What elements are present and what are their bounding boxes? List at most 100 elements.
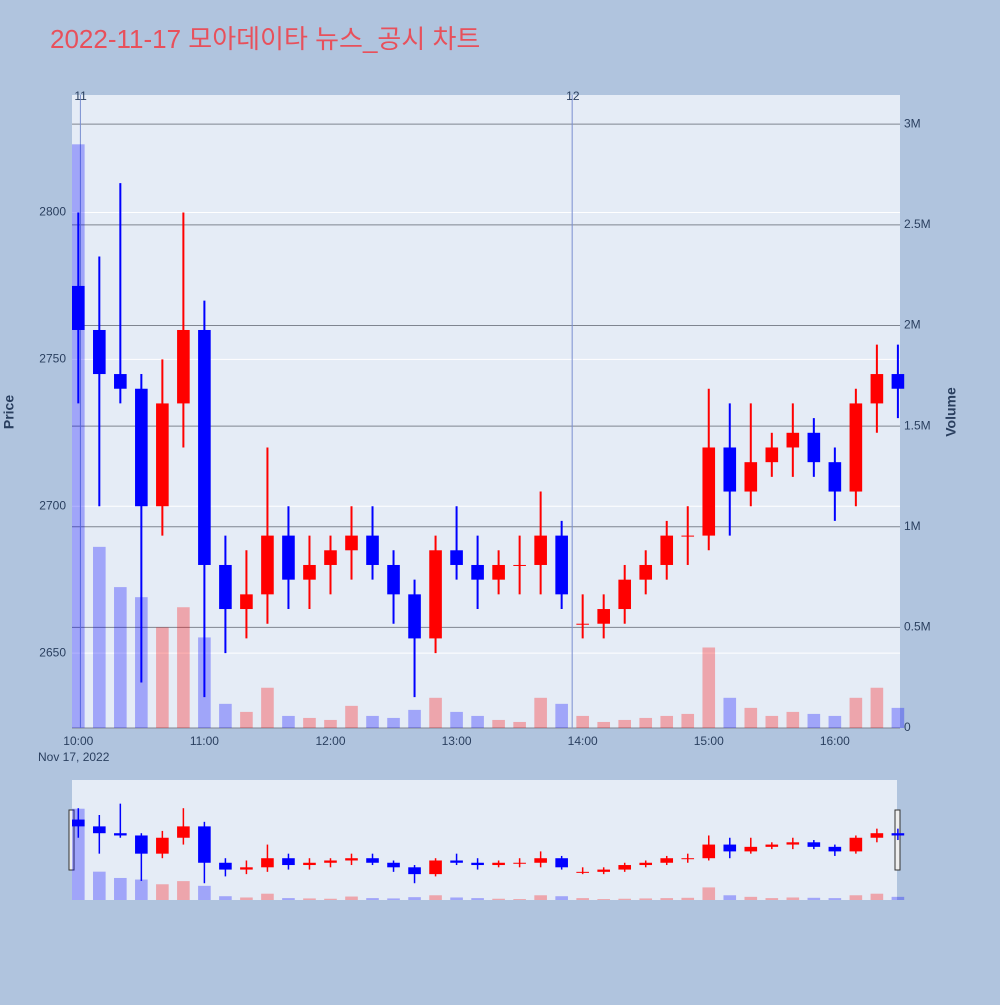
mini-volume-bar: [324, 898, 337, 900]
volume-bar: [660, 715, 674, 728]
candle-body: [93, 329, 106, 375]
mini-volume-bar: [135, 879, 148, 900]
volume-bar: [261, 687, 274, 728]
candle-body: [660, 535, 674, 565]
mini-volume-bar: [114, 877, 127, 900]
volume-bar: [345, 705, 358, 728]
candle-body: [198, 329, 211, 565]
mini-volume-bar: [282, 898, 295, 900]
candle-body: [597, 609, 610, 624]
volume-bar: [408, 709, 421, 728]
y2-tick-label: 3M: [904, 116, 921, 130]
candle-body: [807, 432, 821, 463]
mini-candle-body: [156, 837, 169, 854]
candle-body: [450, 550, 463, 565]
mini-volume-bar: [492, 898, 505, 900]
volume-bar: [513, 721, 526, 728]
candle-body: [534, 535, 547, 565]
mini-candle-body: [807, 842, 821, 847]
mini-volume-bar: [765, 898, 779, 900]
volume-bar: [891, 707, 905, 728]
mini-volume-bar: [576, 898, 589, 900]
mini-volume-bar: [828, 898, 842, 900]
mini-candle-body: [702, 844, 716, 859]
mini-volume-bar: [471, 898, 484, 900]
candle-body: [135, 388, 148, 507]
volume-bar: [828, 715, 842, 728]
mini-candle-body: [576, 871, 589, 873]
mini-volume-bar: [702, 887, 716, 900]
volume-bar: [450, 711, 463, 728]
mini-candle-body: [849, 837, 863, 852]
volume-bar: [366, 715, 379, 728]
mini-volume-bar: [534, 895, 547, 900]
volume-bar: [219, 703, 232, 728]
y2-tick-label: 1M: [904, 519, 921, 533]
candle-body: [240, 594, 253, 610]
y-tick-label: 2800: [39, 205, 66, 219]
candle-body: [765, 447, 779, 463]
volume-bar: [849, 697, 863, 728]
mini-candle-body: [261, 858, 274, 868]
mini-volume-bar: [240, 897, 253, 900]
mini-candle-body: [72, 819, 85, 827]
volume-bar: [324, 719, 337, 728]
mini-candle-body: [681, 858, 695, 860]
mini-candle-body: [492, 862, 505, 866]
mini-volume-bar: [660, 898, 674, 900]
mini-volume-bar: [198, 885, 211, 900]
mini-candle-body: [303, 862, 316, 866]
volume-bar: [576, 715, 589, 728]
volume-bar: [387, 717, 400, 728]
y2-tick-label: 1.5M: [904, 418, 931, 432]
candle-body: [387, 564, 400, 595]
mini-volume-bar: [429, 895, 442, 900]
volume-bar: [303, 717, 316, 728]
mini-candle-body: [324, 860, 337, 863]
mini-candle-body: [177, 826, 190, 838]
candle-body: [849, 403, 863, 492]
mini-candle-body: [135, 835, 148, 854]
mini-candle-body: [723, 844, 737, 852]
candle-body: [723, 447, 737, 492]
x-tick-label: 14:00: [568, 734, 598, 748]
annotation-text: 12: [566, 89, 580, 103]
mini-volume-bar: [72, 808, 85, 900]
y-tick-label: 2650: [39, 645, 66, 659]
candle-body: [324, 550, 337, 565]
candle-body: [744, 462, 758, 492]
candle-body: [429, 550, 442, 639]
candle-body: [786, 432, 800, 448]
x-tick-label: 16:00: [820, 734, 850, 748]
volume-bar: [765, 715, 779, 728]
mini-volume-bar: [807, 897, 821, 900]
slider-handle[interactable]: [68, 809, 75, 871]
x-tick-label: 11:00: [190, 734, 219, 748]
mini-candle-body: [597, 869, 610, 872]
mini-candle-body: [870, 833, 884, 838]
mini-candle-body: [639, 862, 653, 866]
mini-volume-bar: [408, 897, 421, 900]
mini-volume-bar: [786, 897, 800, 900]
mini-volume-bar: [366, 898, 379, 900]
mini-volume-bar: [345, 896, 358, 900]
x-tick-label: 12:00: [315, 734, 345, 748]
volume-bar: [786, 711, 800, 728]
candle-body: [828, 462, 842, 492]
y2-tick-label: 0.5M: [904, 620, 931, 634]
mini-candle-body: [219, 862, 232, 870]
mini-volume-bar: [555, 896, 568, 900]
mini-volume-bar: [219, 896, 232, 900]
volume-bar: [492, 719, 505, 728]
mini-candle-body: [429, 860, 442, 875]
candle-body: [639, 564, 653, 580]
chart-title: 2022-11-17 모아데이타 뉴스_공시 차트: [50, 24, 480, 54]
volume-bar: [534, 697, 547, 728]
mini-candle-body: [114, 833, 127, 836]
candle-body: [870, 374, 884, 404]
mini-candle-body: [450, 860, 463, 863]
mini-volume-bar: [93, 871, 106, 900]
mini-candle-body: [93, 826, 106, 834]
mini-candle-body: [891, 833, 905, 836]
y-tick-label: 2700: [39, 498, 66, 512]
